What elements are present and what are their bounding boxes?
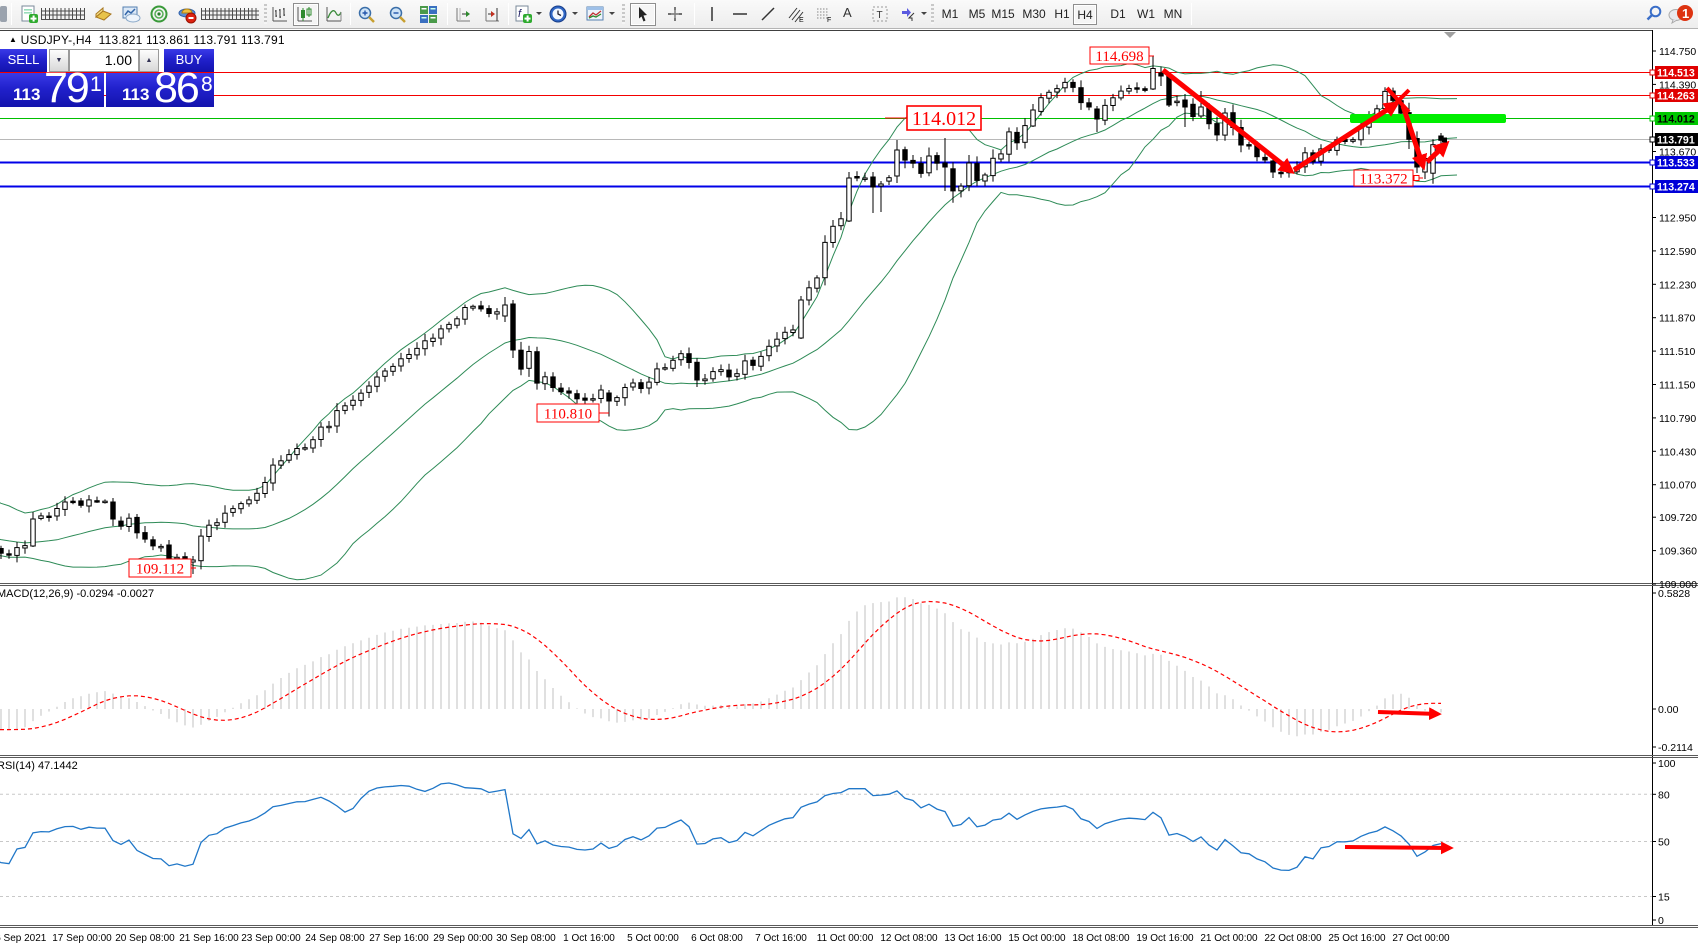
svg-text:7 Oct 16:00: 7 Oct 16:00 bbox=[755, 933, 807, 944]
svg-text:114.390: 114.390 bbox=[1659, 79, 1696, 91]
svg-text:15 Oct 00:00: 15 Oct 00:00 bbox=[1008, 933, 1066, 944]
svg-text:109.720: 109.720 bbox=[1659, 512, 1697, 524]
svg-text:80: 80 bbox=[1658, 789, 1670, 801]
svg-text:1 Oct 16:00: 1 Oct 16:00 bbox=[563, 933, 615, 944]
svg-text:27 Sep 16:00: 27 Sep 16:00 bbox=[369, 933, 429, 944]
svg-text:17 Sep 00:00: 17 Sep 00:00 bbox=[52, 933, 112, 944]
svg-text:24 Sep 08:00: 24 Sep 08:00 bbox=[305, 933, 365, 944]
svg-text:50: 50 bbox=[1658, 837, 1670, 849]
svg-text:MACD(12,26,9) -0.0294 -0.0027: MACD(12,26,9) -0.0294 -0.0027 bbox=[0, 588, 154, 600]
svg-text:30 Sep 08:00: 30 Sep 08:00 bbox=[496, 933, 556, 944]
svg-text:110.790: 110.790 bbox=[1659, 413, 1696, 425]
svg-text:11 Oct 00:00: 11 Oct 00:00 bbox=[817, 933, 874, 944]
svg-text:112.230: 112.230 bbox=[1659, 279, 1696, 291]
svg-text:f: f bbox=[518, 8, 522, 20]
svg-text:19 Oct 16:00: 19 Oct 16:00 bbox=[1136, 933, 1194, 944]
svg-text:112.950: 112.950 bbox=[1659, 213, 1696, 225]
svg-text:114.750: 114.750 bbox=[1659, 46, 1696, 58]
svg-text:21 Sep 16:00: 21 Sep 16:00 bbox=[179, 933, 239, 944]
svg-text:0.00: 0.00 bbox=[1658, 704, 1679, 716]
svg-text:113.274: 113.274 bbox=[1657, 182, 1695, 194]
svg-text:114.513: 114.513 bbox=[1657, 68, 1695, 80]
svg-text:109.112: 109.112 bbox=[136, 561, 184, 577]
svg-text:113.372: 113.372 bbox=[1359, 171, 1407, 187]
svg-text:112.590: 112.590 bbox=[1659, 246, 1696, 258]
svg-text:113.533: 113.533 bbox=[1657, 158, 1695, 170]
svg-text:110.430: 110.430 bbox=[1659, 446, 1696, 458]
svg-text:21 Oct 00:00: 21 Oct 00:00 bbox=[1200, 933, 1258, 944]
svg-text:T: T bbox=[877, 10, 883, 21]
svg-text:113.670: 113.670 bbox=[1659, 147, 1696, 159]
svg-text:16 Sep 2021: 16 Sep 2021 bbox=[0, 933, 47, 944]
svg-text:F: F bbox=[827, 17, 831, 24]
svg-text:111.510: 111.510 bbox=[1659, 346, 1696, 358]
svg-text:114.012: 114.012 bbox=[1657, 114, 1695, 126]
svg-text:113.791: 113.791 bbox=[1657, 135, 1695, 147]
svg-text:1: 1 bbox=[1682, 6, 1689, 21]
svg-text:111.150: 111.150 bbox=[1659, 380, 1696, 392]
svg-text:114.263: 114.263 bbox=[1657, 91, 1695, 103]
svg-text:114.012: 114.012 bbox=[912, 108, 976, 130]
svg-text:0: 0 bbox=[1658, 915, 1664, 927]
svg-text:110.810: 110.810 bbox=[544, 406, 592, 422]
svg-text:109.000: 109.000 bbox=[1659, 579, 1697, 591]
svg-text:22 Oct 08:00: 22 Oct 08:00 bbox=[1264, 933, 1322, 944]
svg-text:E: E bbox=[799, 17, 804, 24]
svg-text:29 Sep 00:00: 29 Sep 00:00 bbox=[433, 933, 493, 944]
svg-text:110.070: 110.070 bbox=[1659, 480, 1696, 492]
svg-text:111.870: 111.870 bbox=[1659, 313, 1696, 325]
svg-text:12 Oct 08:00: 12 Oct 08:00 bbox=[880, 933, 938, 944]
svg-text:25 Oct 16:00: 25 Oct 16:00 bbox=[1328, 933, 1386, 944]
svg-text:109.360: 109.360 bbox=[1659, 546, 1697, 558]
svg-text:13 Oct 16:00: 13 Oct 16:00 bbox=[944, 933, 1002, 944]
svg-text:27 Oct 00:00: 27 Oct 00:00 bbox=[1392, 933, 1450, 944]
svg-text:0.5828: 0.5828 bbox=[1658, 588, 1690, 600]
svg-text:6 Oct 08:00: 6 Oct 08:00 bbox=[691, 933, 743, 944]
svg-text:114.698: 114.698 bbox=[1095, 49, 1143, 65]
svg-text:RSI(14) 47.1442: RSI(14) 47.1442 bbox=[0, 760, 78, 772]
svg-text:5 Oct 00:00: 5 Oct 00:00 bbox=[627, 933, 679, 944]
svg-text:20 Sep 08:00: 20 Sep 08:00 bbox=[115, 933, 175, 944]
svg-text:18 Oct 08:00: 18 Oct 08:00 bbox=[1072, 933, 1130, 944]
svg-text:100: 100 bbox=[1658, 758, 1676, 770]
svg-text:15: 15 bbox=[1658, 892, 1670, 904]
svg-text:-0.2114: -0.2114 bbox=[1658, 742, 1693, 754]
svg-text:23 Sep 00:00: 23 Sep 00:00 bbox=[241, 933, 301, 944]
